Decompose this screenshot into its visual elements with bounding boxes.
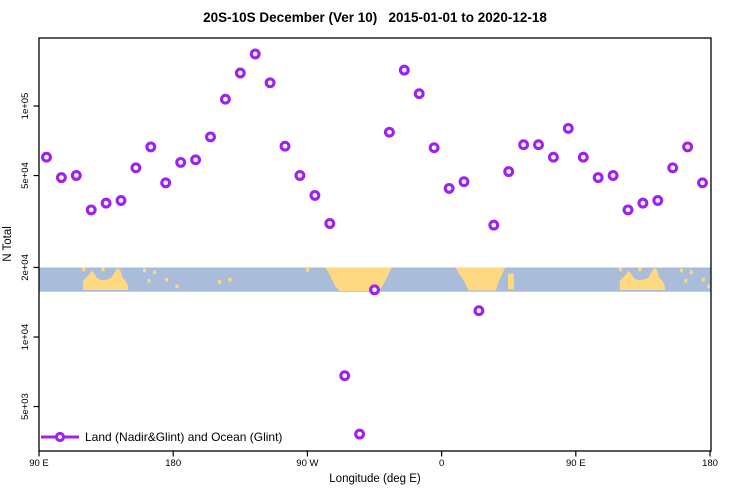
map-band-land-speck <box>305 268 309 272</box>
data-point <box>577 151 589 163</box>
data-point <box>458 176 470 188</box>
data-point <box>130 162 142 174</box>
x-tick-label: 90 E <box>29 458 49 469</box>
map-band-land-speck <box>165 277 168 282</box>
map-band-land-speck <box>143 268 147 273</box>
data-point <box>309 189 321 201</box>
data-point <box>503 166 515 178</box>
x-tick-label: 90 E <box>566 458 586 469</box>
y-tick-label: 1e+04 <box>20 324 31 351</box>
data-point <box>294 170 306 181</box>
map-band-land-australia-newguinea-west <box>83 267 129 290</box>
map-band-land-speck <box>707 284 710 289</box>
map-band-land-speck <box>175 284 179 289</box>
x-tick-label: 180 <box>165 458 181 469</box>
data-point <box>234 67 246 79</box>
map-band-land-speck <box>679 268 683 273</box>
data-point <box>100 197 112 209</box>
x-axis-title: Longitude (deg E) <box>329 473 421 485</box>
y-tick-label: 2e+04 <box>20 254 31 281</box>
data-point <box>369 284 380 296</box>
legend-label: Land (Nadir&Glint) and Ocean (Glint) <box>85 430 283 444</box>
data-point <box>219 93 231 105</box>
map-band-land-speck <box>217 280 221 284</box>
map-band-land-speck <box>701 277 705 282</box>
data-point <box>264 77 276 89</box>
data-point <box>324 218 336 229</box>
map-band-land-australia-newguinea-east <box>619 267 665 290</box>
data-point <box>115 195 127 206</box>
y-tick-label: 5e+03 <box>20 393 31 420</box>
y-tick-label: 5e+04 <box>20 162 31 189</box>
map-band-land-madagascar <box>508 273 514 290</box>
data-point <box>667 162 679 174</box>
data-point <box>160 177 172 189</box>
data-point <box>85 204 97 216</box>
data-point <box>562 122 574 134</box>
y-axis-title: N Total <box>2 226 14 262</box>
data-point <box>428 142 440 154</box>
data-point <box>249 48 261 60</box>
data-point <box>354 428 366 440</box>
data-point <box>547 151 559 163</box>
data-point <box>279 140 291 152</box>
data-point <box>41 151 52 163</box>
data-point <box>145 141 157 153</box>
data-point <box>473 305 485 317</box>
map-band-land-speck <box>689 270 693 275</box>
map-band-land-speck <box>619 267 622 272</box>
data-point <box>190 154 202 166</box>
map-band-land-speck <box>82 267 86 272</box>
data-point <box>70 170 82 181</box>
map-band-land-speck <box>153 270 157 275</box>
data-point <box>622 204 634 216</box>
x-tick-label: 90 W <box>296 458 318 469</box>
data-point <box>55 172 67 184</box>
data-point <box>607 170 619 181</box>
map-band-land-speck <box>147 279 151 283</box>
data-point <box>339 370 351 382</box>
data-point <box>592 172 604 184</box>
plot-border <box>38 37 712 452</box>
chart-title: 20S-10S December (Ver 10) 2015-01-01 to … <box>203 10 547 25</box>
map-band-land-speck <box>684 279 688 283</box>
x-tick-label: 0 <box>439 458 444 469</box>
map-band-land-africa <box>455 267 505 291</box>
data-point <box>637 197 649 209</box>
map-band-land-speck <box>228 277 232 282</box>
x-tick-label: 180 <box>702 458 718 469</box>
data-point <box>488 219 500 231</box>
data-point <box>533 139 544 151</box>
map-band-land-speck <box>638 267 642 272</box>
data-point <box>682 141 694 153</box>
data-point <box>398 64 410 76</box>
data-point <box>413 88 425 100</box>
map-band-land-speck <box>101 267 105 272</box>
data-point <box>443 182 455 194</box>
data-point <box>518 139 530 151</box>
y-tick-label: 1e+05 <box>20 93 31 120</box>
data-point <box>383 126 395 138</box>
data-point <box>205 131 216 143</box>
data-point <box>697 177 708 189</box>
data-point <box>652 195 664 206</box>
legend-marker <box>54 431 66 443</box>
data-point <box>175 156 187 168</box>
